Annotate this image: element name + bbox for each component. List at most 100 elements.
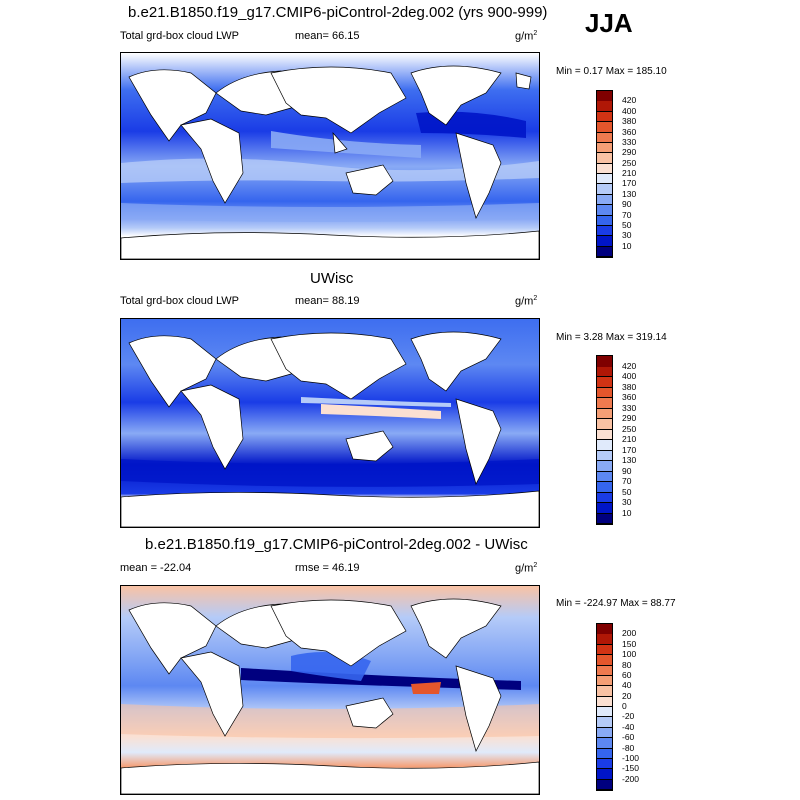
colorbar-1-cell — [597, 122, 612, 133]
colorbar-3-cell — [597, 686, 612, 697]
colorbar-2-cell — [597, 492, 612, 503]
panel-3-minmax: Min = -224.97 Max = 88.77 — [556, 598, 676, 609]
colorbar-2-tick-label: 380 — [622, 381, 637, 392]
colorbar-2-cell — [597, 513, 612, 524]
colorbar-2-tick-label: 290 — [622, 413, 637, 423]
panel-3-left-label: mean = -22.04 — [120, 562, 192, 574]
colorbar-2-cell — [597, 408, 612, 419]
colorbar-1-tick-label: 290 — [622, 147, 637, 158]
colorbar-2-cell — [597, 377, 612, 388]
colorbar-1-cell — [597, 153, 612, 164]
colorbar-2-tick-label: 30 — [622, 497, 632, 507]
colorbar-3-cell — [597, 634, 612, 645]
colorbar-1-tick-label: 380 — [622, 116, 637, 127]
colorbar-2-tick-label: 70 — [622, 476, 632, 486]
panel-2-map-svg — [121, 319, 539, 527]
panel-3-map-svg — [121, 586, 539, 794]
colorbar-3-cell — [597, 665, 612, 676]
colorbar-1-cell — [597, 236, 612, 247]
colorbar-1-cell — [597, 205, 612, 216]
colorbar-2-cell — [597, 503, 612, 514]
panel-2-center-label: mean= 88.19 — [295, 295, 360, 307]
colorbar-3-cell — [597, 769, 612, 780]
colorbar-3-tick-label: -100 — [622, 752, 640, 763]
colorbar-1-tick-label: 170 — [622, 178, 637, 189]
panel-2-colorbar — [596, 355, 613, 525]
panel-2-minmax: Min = 3.28 Max = 319.14 — [556, 332, 667, 343]
colorbar-3-cell — [597, 748, 612, 759]
colorbar-1-cell — [597, 132, 612, 143]
colorbar-1-tick-label: 30 — [622, 230, 632, 241]
panel-3-unit: g/m2 — [515, 562, 538, 575]
colorbar-1-cell — [597, 142, 612, 154]
panel-2-map — [120, 318, 540, 528]
colorbar-2-tick-label: 400 — [622, 371, 637, 381]
colorbar-1-tick-label: 50 — [622, 219, 632, 230]
colorbar-1-cell — [597, 194, 612, 206]
colorbar-3-tick-label: -150 — [622, 763, 640, 774]
colorbar-3-tick-label: -60 — [622, 732, 635, 743]
colorbar-2-cell — [597, 450, 612, 461]
colorbar-2-tick-label: 50 — [622, 486, 632, 497]
colorbar-3-tick-label: 60 — [622, 669, 632, 680]
colorbar-3-cell — [597, 779, 612, 790]
colorbar-2-cell — [597, 482, 612, 493]
colorbar-1-tick-label: 250 — [622, 157, 637, 168]
panel-3-title: b.e21.B1850.f19_g17.CMIP6-piControl-2deg… — [145, 536, 528, 553]
colorbar-3-tick-label: 200 — [622, 628, 637, 639]
panel-3-map — [120, 585, 540, 795]
colorbar-2-tick-label: 420 — [622, 360, 637, 371]
panel-1-colorbar — [596, 90, 613, 258]
colorbar-2-tick-label: 130 — [622, 455, 637, 465]
colorbar-2-tick-label: 10 — [622, 507, 632, 518]
panel-1-map — [120, 52, 540, 260]
colorbar-2-cell — [597, 419, 612, 430]
panel-1-unit: g/m2 — [515, 30, 538, 43]
colorbar-2-cell — [597, 471, 612, 482]
colorbar-2-cell — [597, 429, 612, 440]
colorbar-3-tick-label: 0 — [622, 701, 627, 711]
colorbar-3-tick-label: -20 — [622, 711, 635, 722]
colorbar-3-tick-label: 80 — [622, 659, 632, 670]
panel-2-unit: g/m2 — [515, 295, 538, 308]
colorbar-1-cell — [597, 184, 612, 195]
colorbar-1-tick-label: 90 — [622, 199, 632, 210]
colorbar-3-cell — [597, 717, 612, 728]
panel-2-left-label: Total grd-box cloud LWP — [120, 295, 240, 307]
colorbar-2-cell — [597, 356, 612, 367]
colorbar-3-cell — [597, 738, 612, 749]
colorbar-3-cell — [597, 675, 612, 687]
panel-1-center-label: mean= 66.15 — [295, 30, 360, 42]
colorbar-1-tick-label: 130 — [622, 188, 637, 199]
colorbar-3-tick-label: 150 — [622, 638, 637, 649]
colorbar-2-cell — [597, 440, 612, 451]
colorbar-3-tick-label: 40 — [622, 680, 632, 691]
colorbar-2-cell — [597, 461, 612, 472]
colorbar-1-tick-label: 400 — [622, 105, 637, 116]
colorbar-2-tick-label: 90 — [622, 465, 632, 476]
colorbar-2-cell — [597, 398, 612, 409]
colorbar-3-cell — [597, 655, 612, 666]
colorbar-1-tick-label: 330 — [622, 136, 637, 147]
colorbar-1-tick-label: 210 — [622, 168, 637, 178]
colorbar-2-tick-label: 250 — [622, 423, 637, 434]
panel-3-center-label: rmse = 46.19 — [295, 562, 360, 574]
colorbar-1-cell — [597, 215, 612, 226]
colorbar-3-cell — [597, 644, 612, 656]
colorbar-1-cell — [597, 101, 612, 112]
colorbar-1-cell — [597, 225, 612, 237]
colorbar-2-cell — [597, 366, 612, 377]
colorbar-2-tick-label: 330 — [622, 402, 637, 413]
colorbar-1-cell — [597, 91, 612, 102]
panel-1-left-label: Total grd-box cloud LWP — [120, 30, 240, 42]
panel-1-map-svg — [121, 53, 539, 259]
colorbar-2-cell — [597, 387, 612, 398]
season-label: JJA — [585, 8, 633, 38]
colorbar-1-cell — [597, 163, 612, 174]
colorbar-2-tick-label: 170 — [622, 444, 637, 455]
panel-3-colorbar — [596, 623, 613, 791]
panel-1-minmax: Min = 0.17 Max = 185.10 — [556, 66, 667, 77]
colorbar-1-cell — [597, 174, 612, 185]
colorbar-1-cell — [597, 111, 612, 123]
colorbar-3-tick-label: -40 — [622, 721, 635, 732]
